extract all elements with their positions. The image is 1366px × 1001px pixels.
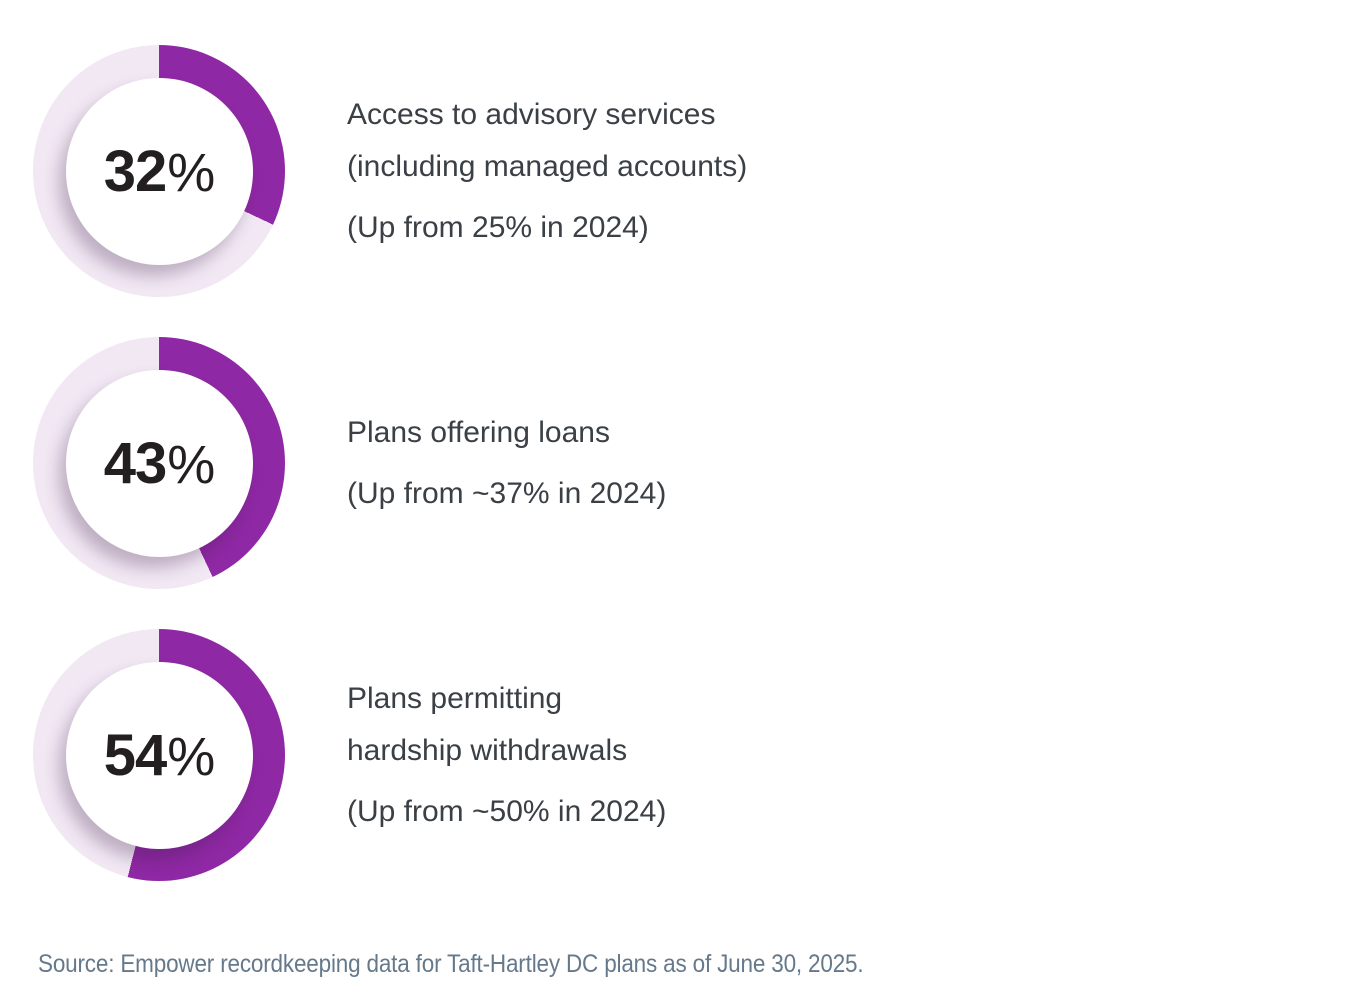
donut-chart-loans: 43% bbox=[33, 337, 285, 589]
stat-yoy-note: (Up from ~37% in 2024) bbox=[347, 476, 667, 510]
source-attribution: Source: Empower recordkeeping data for T… bbox=[38, 950, 864, 978]
stat-yoy-note: (Up from 25% in 2024) bbox=[347, 210, 649, 244]
percent-value: 54 bbox=[103, 722, 168, 788]
percent-readout: 32% bbox=[103, 138, 216, 205]
stat-label-line: Plans offering loans bbox=[347, 415, 610, 449]
percent-value: 43 bbox=[103, 430, 168, 496]
percent-sign: % bbox=[167, 142, 215, 203]
percent-value: 32 bbox=[103, 138, 168, 204]
percent-readout: 43% bbox=[103, 430, 216, 497]
stat-row-loans: 43% Plans offering loans (Up from ~37% i… bbox=[33, 337, 1366, 589]
donut-inner-circle: 32% bbox=[65, 77, 253, 265]
donut-inner-circle: 43% bbox=[65, 369, 253, 557]
stat-label-line: hardship withdrawals bbox=[347, 733, 628, 767]
percent-readout: 54% bbox=[103, 722, 216, 789]
donut-inner-circle: 54% bbox=[65, 661, 253, 849]
stat-label-line: Access to advisory services bbox=[347, 97, 716, 131]
percent-sign: % bbox=[167, 726, 215, 787]
donut-chart-hardship-withdrawals: 54% bbox=[33, 629, 285, 881]
stat-label-line: Plans permitting bbox=[347, 681, 563, 715]
stat-text-loans: Plans offering loans (Up from ~37% in 20… bbox=[347, 407, 666, 520]
percent-sign: % bbox=[167, 434, 215, 495]
donut-chart-advisory-services: 32% bbox=[33, 45, 285, 297]
stat-row-advisory-services: 32% Access to advisory services (includi… bbox=[33, 45, 1366, 297]
stat-label-line: (including managed accounts) bbox=[347, 149, 748, 183]
stat-yoy-note: (Up from ~50% in 2024) bbox=[347, 794, 667, 828]
stat-text-hardship-withdrawals: Plans permitting hardship withdrawals (U… bbox=[347, 673, 666, 838]
stat-row-hardship-withdrawals: 54% Plans permitting hardship withdrawal… bbox=[33, 629, 1366, 881]
stat-text-advisory-services: Access to advisory services (including m… bbox=[347, 89, 747, 254]
